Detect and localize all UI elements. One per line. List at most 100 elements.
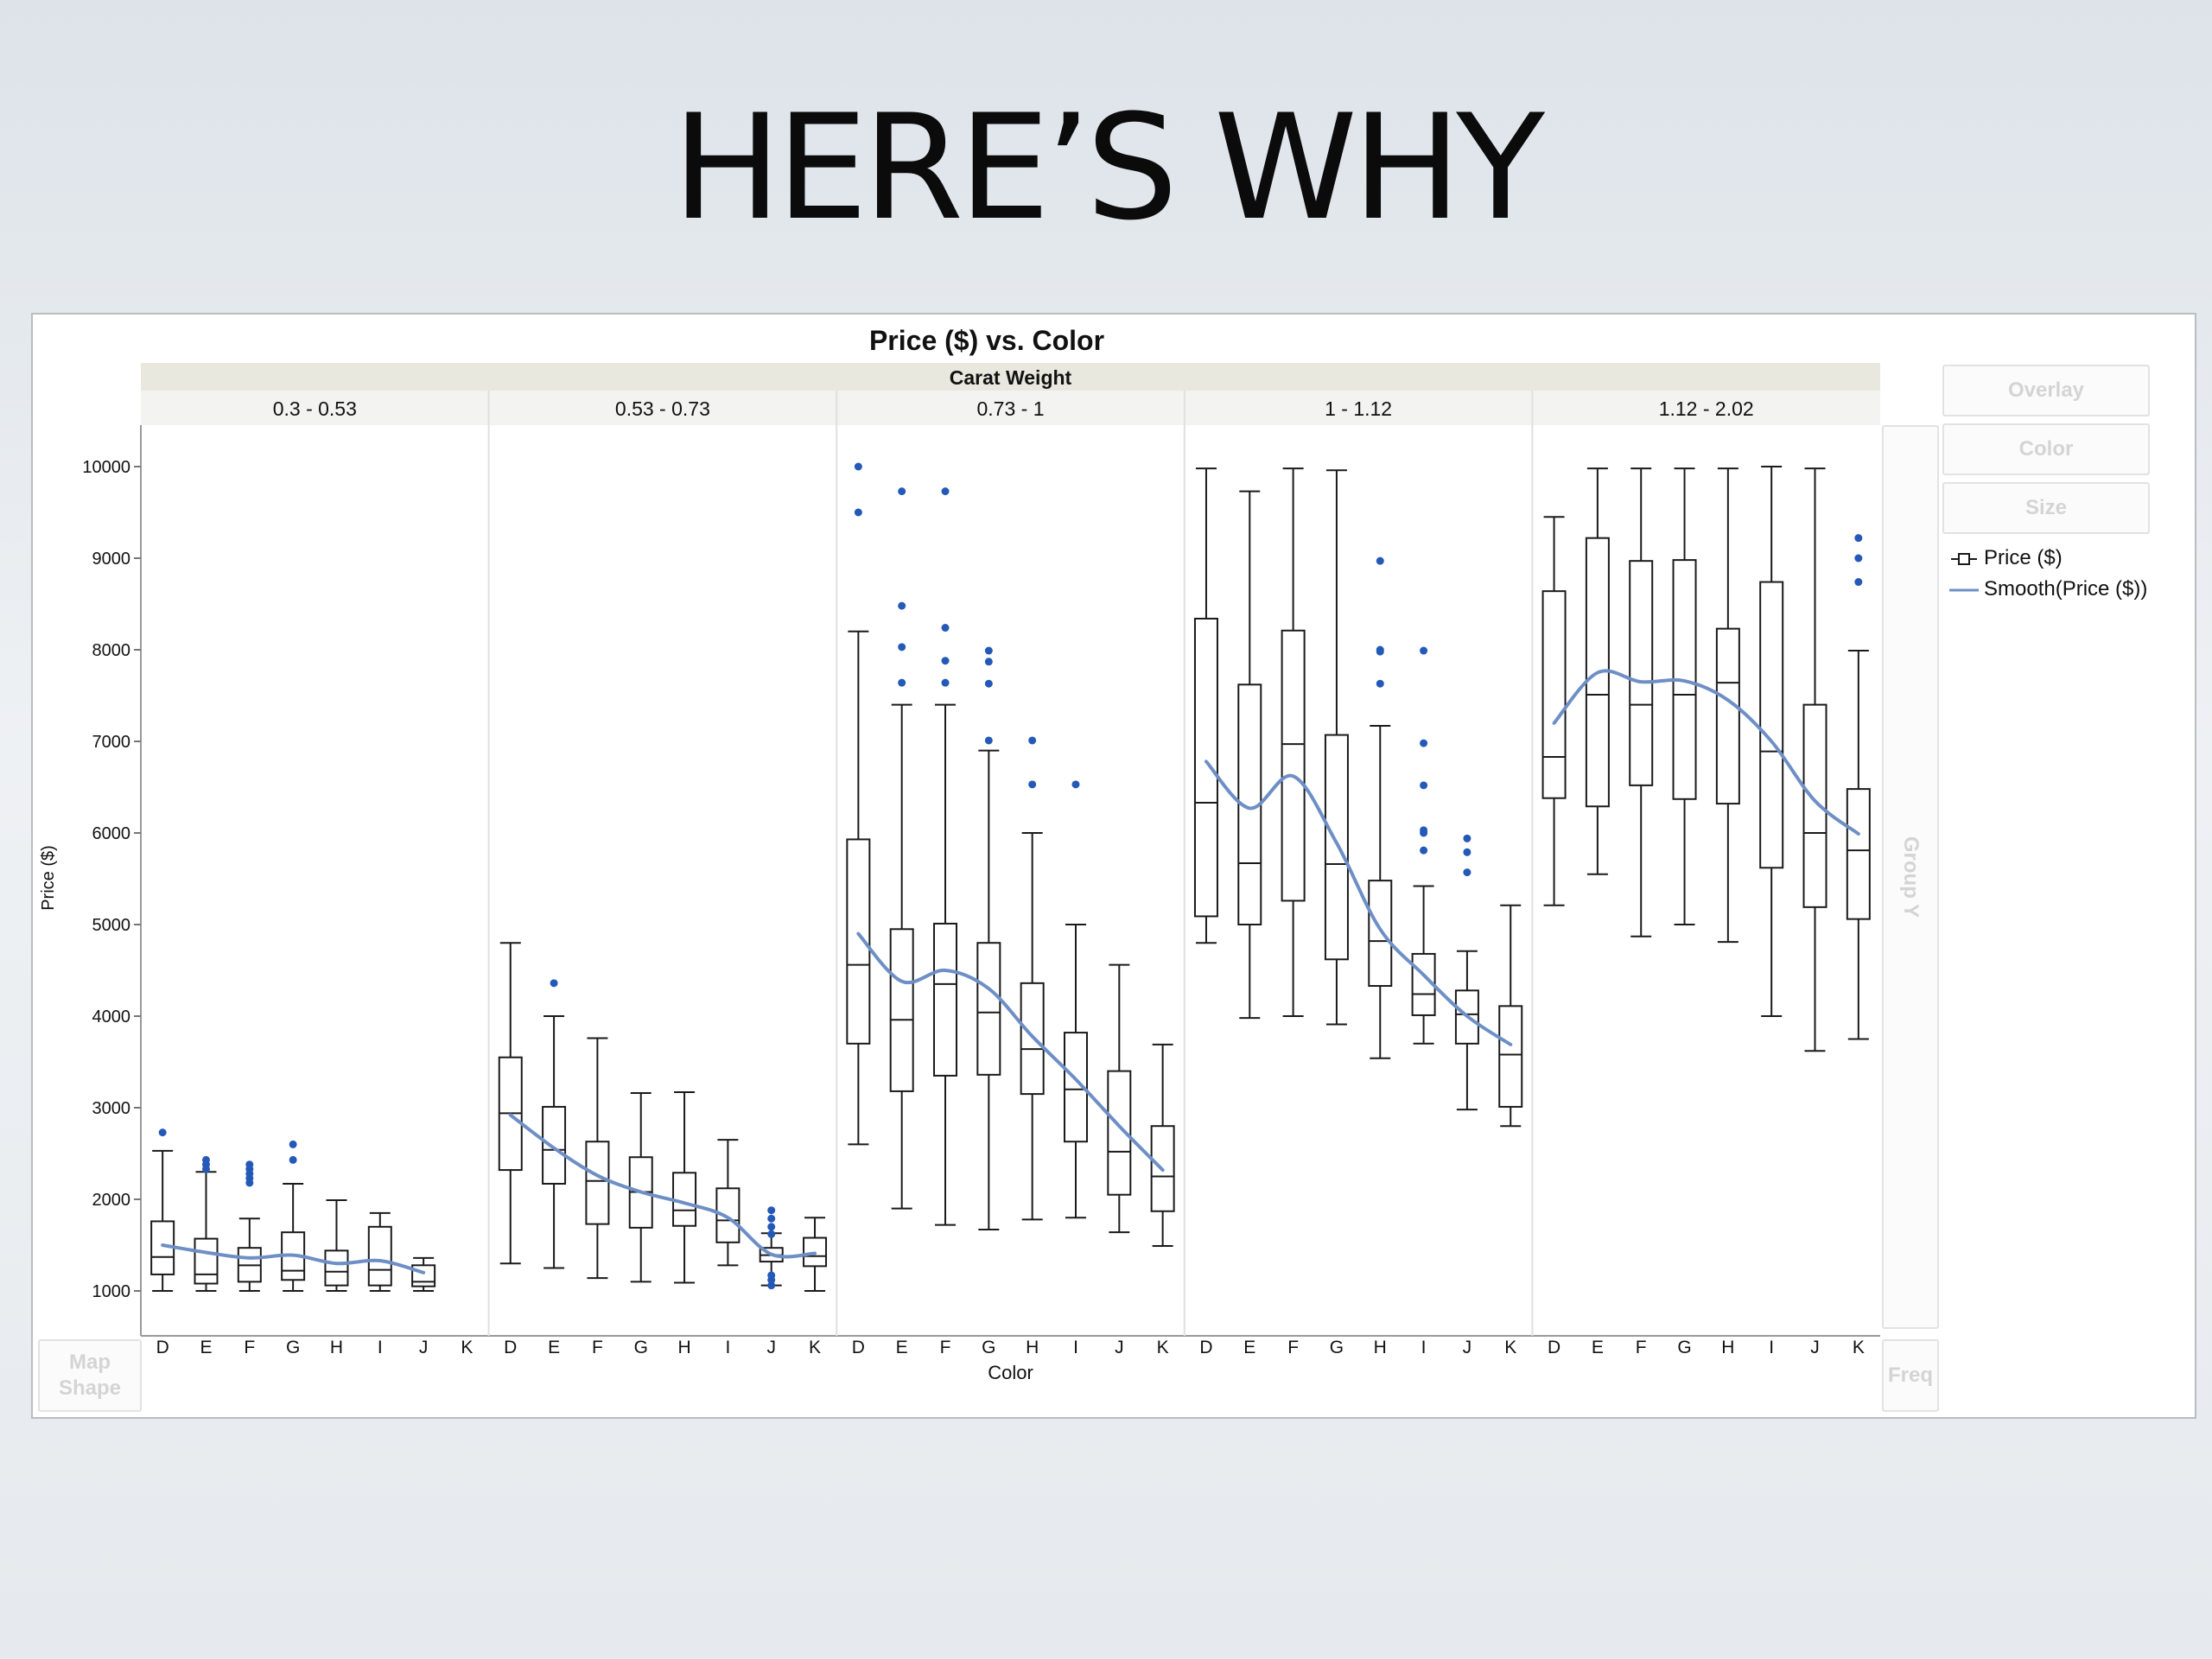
x-tick-label: I: [1421, 1338, 1427, 1357]
x-tick-label: H: [1721, 1338, 1734, 1357]
outlier-point: [1071, 780, 1080, 789]
box-iqr: [803, 1236, 828, 1268]
map-label: Map: [69, 1351, 111, 1374]
x-tick-label: E: [200, 1338, 212, 1357]
x-tick-label: F: [1636, 1338, 1647, 1357]
chart-panel: Price ($) vs. Color Carat Weight 0.3 - 0.5…: [31, 313, 2196, 1419]
x-tick-label: D: [1548, 1338, 1560, 1357]
outlier-point: [1854, 578, 1863, 587]
box-iqr: [1846, 788, 1871, 920]
x-tick-label: J: [1115, 1338, 1124, 1357]
box-iqr: [1629, 560, 1654, 786]
outlier-point: [201, 1155, 210, 1164]
outlier-point: [941, 487, 950, 496]
y-tick-label: 8000: [92, 641, 131, 660]
x-tick-label: F: [1287, 1338, 1299, 1357]
outlier-point: [767, 1271, 776, 1280]
box-iqr: [1715, 627, 1740, 805]
chart-title: Price ($) vs. Color: [869, 325, 1104, 356]
x-tick-label: E: [1592, 1338, 1604, 1357]
outlier-point: [941, 624, 950, 632]
color-drop-zone[interactable]: Color: [1942, 423, 2150, 475]
x-tick-label: I: [378, 1338, 383, 1357]
x-tick-label: J: [1463, 1338, 1472, 1357]
x-tick-label: I: [725, 1338, 730, 1357]
y-tick-label: 2000: [92, 1191, 131, 1210]
box-iqr: [889, 928, 914, 1092]
overlay-drop-zone[interactable]: Overlay: [1942, 365, 2150, 416]
outlier-point: [767, 1206, 776, 1215]
x-tick-label: E: [896, 1338, 908, 1357]
outlier-point: [1420, 781, 1428, 790]
y-tick-label: 6000: [92, 824, 131, 843]
box-iqr: [542, 1105, 567, 1185]
x-tick-label: K: [1504, 1338, 1516, 1357]
x-tick-label: G: [634, 1338, 648, 1357]
x-tick-label: J: [419, 1338, 429, 1357]
box-iqr: [1454, 989, 1479, 1045]
outlier-point: [941, 678, 950, 687]
x-tick-label: I: [1769, 1338, 1774, 1357]
outlier-point: [289, 1155, 297, 1164]
box-iqr: [1541, 590, 1567, 799]
x-tick-label: J: [766, 1338, 776, 1357]
x-tick-label: D: [1199, 1338, 1212, 1357]
box-iqr: [1107, 1070, 1132, 1196]
y-tick-label: 1000: [92, 1282, 131, 1301]
box-iqr: [1281, 629, 1306, 902]
x-tick-label: G: [1677, 1338, 1691, 1357]
outlier-point: [984, 736, 993, 745]
freq-drop-zone[interactable]: Freq: [1882, 1339, 1939, 1412]
outlier-point: [158, 1128, 167, 1137]
panel-header-band: [141, 391, 1880, 425]
outlier-point: [550, 979, 558, 988]
outlier-point: [984, 679, 993, 688]
outlier-point: [1463, 868, 1471, 877]
outlier-point: [1376, 556, 1384, 565]
panel-label: 0.53 - 0.73: [615, 397, 710, 420]
legend-label-smooth: Smooth(Price ($)): [1984, 577, 2148, 601]
panel-label: 0.73 - 1: [977, 397, 1045, 420]
legend-item-price: Price ($): [1949, 543, 2147, 574]
group-header-band: [141, 363, 1880, 391]
outlier-point: [898, 601, 906, 610]
outlier-point: [898, 678, 906, 687]
outlier-point: [767, 1223, 776, 1231]
box-iqr: [846, 838, 871, 1045]
box-iqr: [411, 1264, 436, 1287]
x-tick-label: G: [1330, 1338, 1344, 1357]
box-iqr: [976, 942, 1001, 1076]
x-tick-label: F: [592, 1338, 603, 1357]
x-tick-label: K: [1157, 1338, 1169, 1357]
outlier-point: [854, 462, 862, 471]
x-tick-label: K: [809, 1338, 821, 1357]
group-label: Carat Weight: [950, 366, 1072, 389]
shape-label: Shape: [58, 1376, 122, 1400]
x-tick-label: H: [1026, 1338, 1039, 1357]
box-iqr: [1063, 1032, 1088, 1143]
box-iqr: [1020, 982, 1045, 1096]
smooth-line: [161, 1243, 426, 1274]
box-iqr: [1759, 581, 1784, 869]
smooth-line-icon: [1949, 581, 1979, 598]
box-iqr: [1150, 1125, 1175, 1212]
box-iqr: [585, 1141, 610, 1225]
y-tick-label: 10000: [82, 458, 130, 477]
size-drop-zone[interactable]: Size: [1942, 482, 2150, 534]
x-tick-label: H: [1374, 1338, 1387, 1357]
map-shape-drop-zone[interactable]: Map Shape: [38, 1339, 142, 1412]
group-y-label: Group Y: [1899, 836, 1923, 918]
outlier-point: [1854, 534, 1863, 543]
x-tick-label: G: [286, 1338, 300, 1357]
outlier-point: [1463, 834, 1471, 842]
outlier-point: [1420, 739, 1428, 747]
y-tick-label: 4000: [92, 1007, 131, 1027]
group-y-drop-zone[interactable]: Group Y: [1882, 425, 1939, 1329]
outlier-point: [1463, 848, 1471, 856]
box-iqr: [367, 1225, 392, 1287]
outlier-point: [767, 1214, 776, 1223]
smooth-line: [1552, 669, 1860, 836]
outlier-point: [898, 487, 906, 496]
legend: Price ($) Smooth(Price ($)): [1949, 543, 2147, 605]
x-tick-label: D: [156, 1338, 169, 1357]
